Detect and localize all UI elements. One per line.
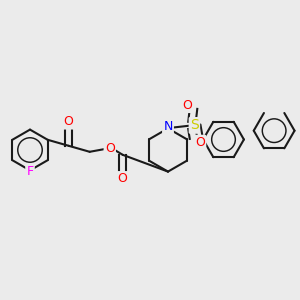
Text: O: O	[105, 142, 115, 155]
Text: O: O	[195, 136, 205, 149]
Text: O: O	[182, 99, 192, 112]
Text: S: S	[190, 118, 199, 132]
Text: N: N	[163, 120, 173, 134]
Text: F: F	[26, 165, 34, 178]
Text: O: O	[118, 172, 128, 185]
Text: O: O	[64, 115, 74, 128]
